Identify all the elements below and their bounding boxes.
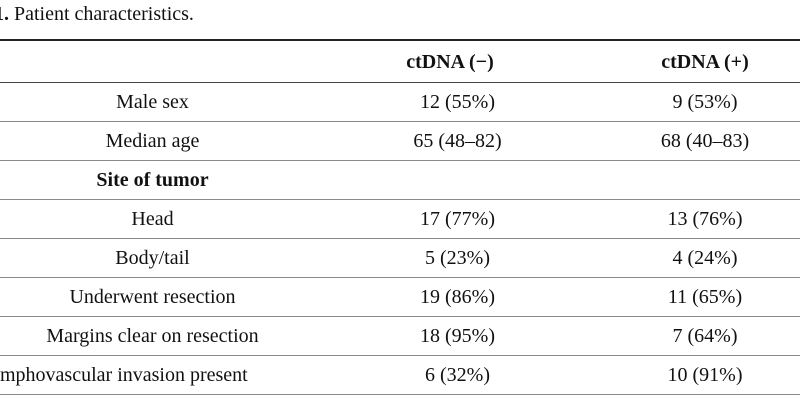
table-row: Median age 65 (48–82) 68 (40–83): [0, 121, 800, 161]
table-caption-text: Patient characteristics.: [9, 3, 194, 25]
ctdna-positive-cell: [610, 160, 800, 200]
row-label: Body/tail: [0, 238, 305, 278]
ctdna-negative-cell: 65 (48–82): [305, 121, 610, 161]
ctdna-negative-cell: 18 (95%): [305, 316, 610, 356]
top-rule: [0, 39, 800, 41]
ctdna-positive-cell: 10 (91%): [610, 355, 800, 395]
ctdna-negative-cell: 19 (86%): [305, 277, 610, 317]
column-header-ctdna-negative: ctDNA (−): [406, 51, 494, 73]
column-header-ctdna-positive: ctDNA (+): [661, 51, 749, 73]
ctdna-negative-cell: 17 (77%): [305, 199, 610, 239]
row-label: Head: [0, 199, 305, 239]
section-row: Site of tumor: [0, 160, 800, 200]
row-label: Margins clear on resection: [0, 316, 305, 356]
row-label: Male sex: [0, 83, 305, 122]
row-label-text: mphovascular invasion present: [0, 363, 248, 386]
table-row: mphovascular invasion present 6 (32%) 10…: [0, 355, 800, 395]
ctdna-positive-cell: 11 (65%): [610, 277, 800, 317]
table-row: Margins clear on resection 18 (95%) 7 (6…: [0, 316, 800, 356]
table-row: Body/tail 5 (23%) 4 (24%): [0, 238, 800, 278]
ctdna-positive-cell: 7 (64%): [610, 316, 800, 356]
row-label: Underwent resection: [0, 277, 305, 317]
table-row: Underwent resection 19 (86%) 11 (65%): [0, 277, 800, 317]
table-caption: 1. Patient characteristics.: [0, 0, 800, 28]
ctdna-positive-cell: 9 (53%): [610, 83, 800, 122]
ctdna-negative-cell: [305, 160, 610, 200]
table-row: Head 17 (77%) 13 (76%): [0, 199, 800, 239]
header-rule: [0, 82, 800, 83]
ctdna-negative-cell: 12 (55%): [305, 83, 610, 122]
ctdna-positive-cell: 4 (24%): [610, 238, 800, 278]
row-label: mphovascular invasion present: [0, 355, 305, 395]
ctdna-negative-cell: 6 (32%): [305, 355, 610, 395]
patient-characteristics-table: Male sex 12 (55%) 9 (53%) Median age 65 …: [0, 83, 800, 395]
table-row: Male sex 12 (55%) 9 (53%): [0, 83, 800, 122]
section-label: Site of tumor: [0, 160, 305, 200]
table-caption-label: 1.: [0, 3, 9, 25]
ctdna-positive-cell: 13 (76%): [610, 199, 800, 239]
row-label: Median age: [0, 121, 305, 161]
ctdna-positive-cell: 68 (40–83): [610, 121, 800, 161]
ctdna-negative-cell: 5 (23%): [305, 238, 610, 278]
